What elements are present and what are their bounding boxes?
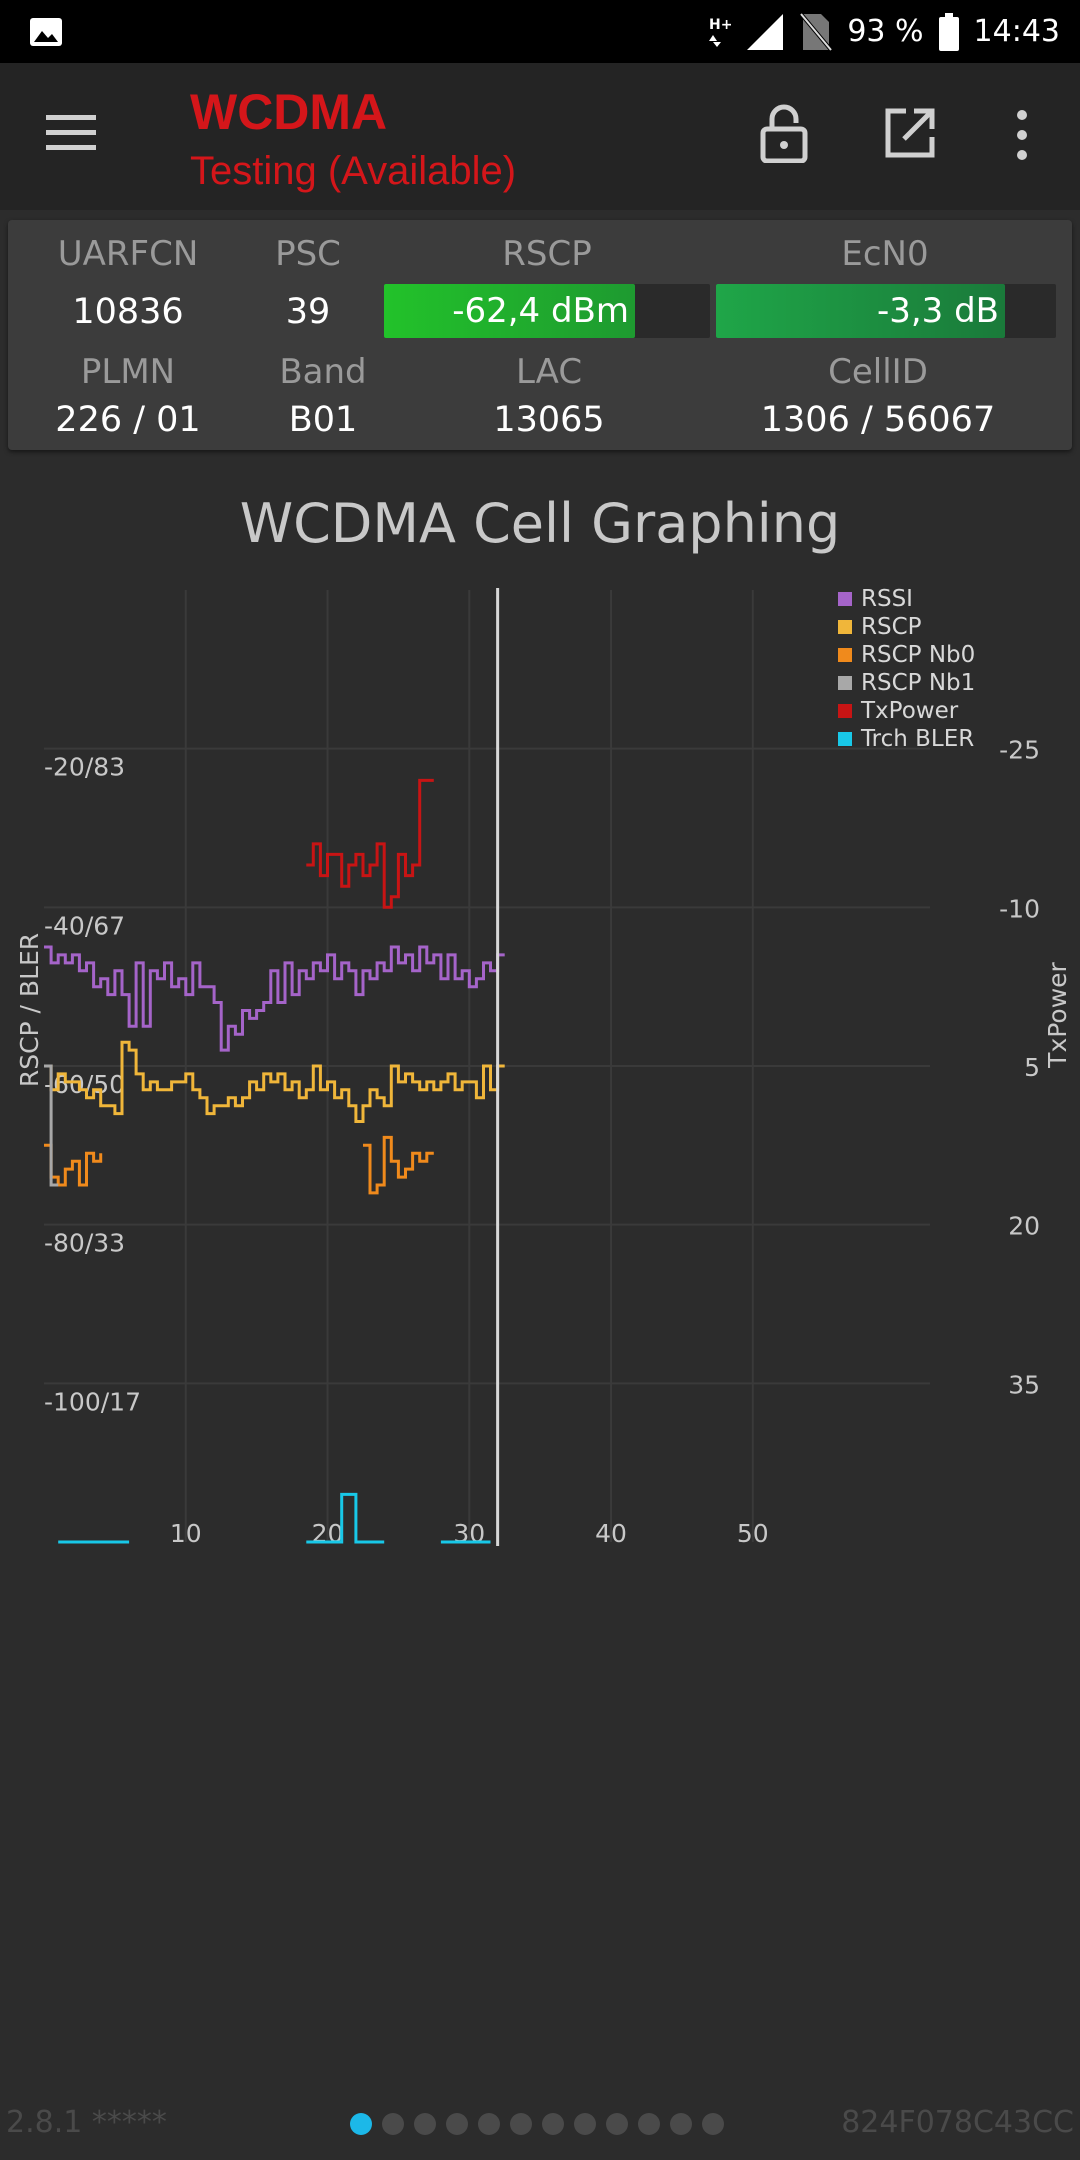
legend-entry: TxPower: [860, 698, 959, 724]
plmn-value: 226 / 01: [55, 400, 201, 440]
left-tick-label: -20/83: [44, 753, 125, 782]
x-tick-label: 20: [312, 1519, 344, 1548]
legend-swatch: [838, 620, 852, 634]
page-dot[interactable]: [350, 2113, 372, 2135]
cellid-value: 1306 / 56067: [760, 400, 996, 440]
more-vert-icon[interactable]: [1006, 107, 1038, 163]
legend-entry: RSSI: [861, 586, 913, 612]
series-line-trch-bler: [58, 1492, 491, 1544]
rscp-label: RSCP: [502, 234, 592, 274]
right-tick-label: 5: [1024, 1053, 1040, 1082]
ecn0-value: -3,3 dB: [876, 291, 999, 331]
ecn0-label: EcN0: [841, 234, 929, 274]
page-dot[interactable]: [446, 2113, 468, 2135]
psc-value: 39: [285, 292, 331, 332]
legend-swatch: [838, 732, 852, 746]
page-dot[interactable]: [638, 2113, 660, 2135]
open-external-icon[interactable]: [882, 105, 938, 161]
app-title: WCDMA: [190, 84, 388, 140]
legend-entry: RSCP Nb0: [861, 642, 975, 668]
data-arrows-icon: H+: [709, 17, 731, 47]
graph-title: WCDMA Cell Graphing: [239, 492, 841, 555]
page-dot[interactable]: [382, 2113, 404, 2135]
x-tick-label: 40: [595, 1519, 627, 1548]
app-version: 2.8.1 *****: [6, 2105, 167, 2140]
page-dot[interactable]: [574, 2113, 596, 2135]
signal-icon: [747, 13, 784, 50]
x-tick-label: 50: [737, 1519, 769, 1548]
lock-icon[interactable]: [758, 103, 810, 163]
battery-percent: 93 %: [847, 14, 924, 49]
band-value: B01: [288, 400, 358, 440]
band-label: Band: [279, 352, 367, 392]
page-dot[interactable]: [702, 2113, 724, 2135]
ecn0-meter: -3,3 dB: [716, 284, 1056, 338]
series-line-rscp: [44, 1040, 505, 1123]
menu-icon[interactable]: [44, 111, 100, 155]
clock: 14:43: [973, 14, 1060, 49]
page-dot[interactable]: [606, 2113, 628, 2135]
legend-entry: RSCP: [861, 614, 922, 640]
legend-swatch: [838, 676, 852, 690]
page-dot[interactable]: [542, 2113, 564, 2135]
battery-icon: [938, 12, 959, 51]
lac-value: 13065: [493, 400, 605, 440]
legend-swatch: [838, 704, 852, 718]
left-axis-title: RSCP / BLER: [15, 933, 44, 1087]
uarfcn-label: UARFCN: [57, 234, 199, 274]
page-dot[interactable]: [478, 2113, 500, 2135]
x-tick-label: 10: [170, 1519, 202, 1548]
left-tick-label: -60/50: [44, 1070, 125, 1099]
app-bar: WCDMA Testing (Available): [0, 63, 1080, 210]
psc-label: PSC: [275, 234, 341, 274]
cell-info-card: UARFCN PSC RSCP EcN0 10836 39 -62,4 dBm …: [8, 220, 1072, 450]
legend-swatch: [838, 592, 852, 606]
left-tick-label: -40/67: [44, 911, 125, 940]
right-tick-label: -10: [999, 894, 1040, 923]
image-icon: [30, 18, 62, 46]
status-bar: H+ 93 % 14:43: [0, 0, 1080, 63]
legend-entry: RSCP Nb1: [861, 670, 975, 696]
x-tick-label: 30: [453, 1519, 485, 1548]
page-dot[interactable]: [414, 2113, 436, 2135]
ecn0-meter-fill: [716, 284, 1005, 338]
plmn-label: PLMN: [80, 352, 176, 392]
rscp-value: -62,4 dBm: [452, 291, 630, 331]
series-line-rscp-nb1: [44, 1064, 59, 1187]
cellid-label: CellID: [828, 352, 928, 392]
uarfcn-value: 10836: [72, 292, 184, 332]
right-tick-label: 20: [1008, 1212, 1040, 1241]
no-sim-icon: [799, 12, 833, 51]
left-tick-label: -100/17: [44, 1387, 141, 1416]
page-indicator[interactable]: [350, 2113, 724, 2135]
right-axis-title: TxPower: [1043, 961, 1072, 1068]
left-tick-label: -80/33: [44, 1229, 125, 1258]
app-subtitle: Testing (Available): [190, 149, 517, 193]
device-id: 824F078C43CC: [841, 2105, 1074, 2140]
series-line-rssi: [44, 945, 505, 1052]
right-tick-label: -25: [999, 736, 1040, 765]
rscp-meter: -62,4 dBm: [384, 284, 710, 338]
series-line-rscp-nb0: [44, 1135, 434, 1195]
legend-entry: Trch BLER: [860, 726, 974, 752]
lac-label: LAC: [515, 352, 583, 392]
page-dot[interactable]: [670, 2113, 692, 2135]
legend-swatch: [838, 648, 852, 662]
series-line-txpower: [306, 778, 434, 909]
right-tick-label: 35: [1008, 1370, 1040, 1399]
page-dot[interactable]: [510, 2113, 532, 2135]
rscp-meter-fill: [384, 284, 636, 338]
cell-graph-chart[interactable]: -20/83 -40/67 -60/50 -80/33 -100/17 -25 -10 5 20…: [0, 560, 1080, 1580]
network-type: H+: [709, 17, 731, 33]
